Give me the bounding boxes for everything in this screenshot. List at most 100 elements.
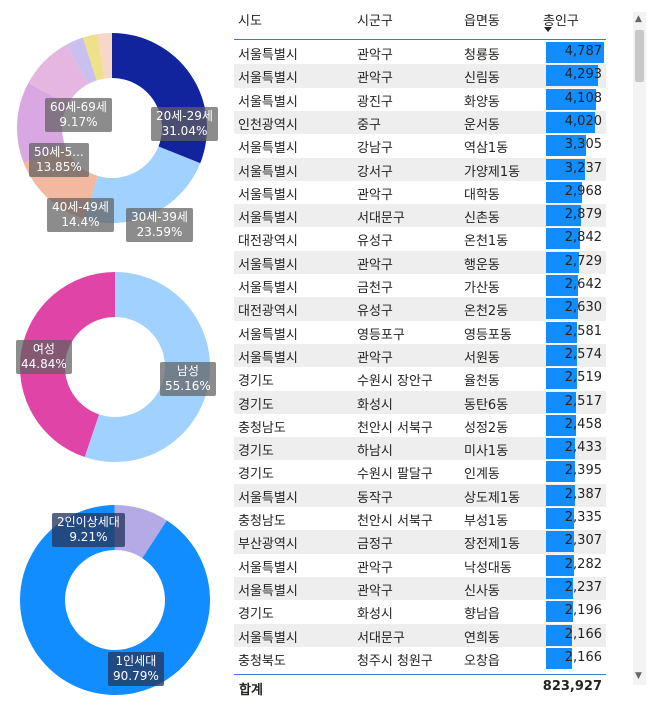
label-age-50s: 50세-5... 13.85% [29, 143, 89, 177]
cell-population: 4,020 [564, 113, 602, 129]
cell-population: 2,517 [564, 393, 602, 409]
table-scrollbar[interactable]: ▲ ▼ [633, 12, 646, 685]
table-row[interactable]: 서울특별시 관악구 대학동 2,968 [234, 181, 606, 204]
sort-descending-icon[interactable] [544, 27, 552, 32]
cell-population: 2,282 [564, 556, 602, 572]
household-donut-chart[interactable]: 1인세대 90.79% 2인이상세대 9.21% [19, 505, 210, 695]
total-divider [234, 674, 606, 675]
cell-eupmyeondong: 영등포동 [464, 327, 512, 343]
donut-slice[interactable] [112, 33, 208, 164]
cell-sigungu: 화성시 [357, 607, 393, 623]
column-header-sido[interactable]: 시도 [238, 14, 262, 29]
table-row[interactable]: 서울특별시 서대문구 신촌동 2,879 [234, 204, 606, 228]
gender-donut-chart[interactable]: 남성 55.16% 여성 44.84% [16, 272, 216, 462]
table-row[interactable]: 서울특별시 동작구 상도제1동 2,387 [234, 483, 606, 507]
population-table[interactable]: 시도 시군구 읍면동 총인구 서울특별시 관악구 청룡동 4,787 서울특별시 관악구 신… [232, 0, 632, 712]
chevron-down-icon[interactable]: ▼ [635, 671, 642, 681]
chevron-up-icon[interactable]: ▲ [635, 14, 642, 24]
donut-slice[interactable] [114, 505, 167, 559]
cell-population: 4,293 [564, 67, 602, 83]
cell-eupmyeondong: 미사1동 [464, 444, 509, 460]
table-row[interactable]: 경기도 화성시 향남읍 2,196 [234, 600, 606, 623]
table-row[interactable]: 서울특별시 금천구 가산동 2,642 [234, 274, 606, 297]
population-bar [546, 111, 595, 133]
total-value: 823,927 [542, 679, 602, 694]
population-bar [546, 624, 573, 646]
table-row[interactable]: 서울특별시 관악구 신림동 4,293 [234, 64, 606, 88]
cell-sigungu: 관악구 [357, 257, 393, 273]
cell-eupmyeondong: 청룡동 [464, 48, 500, 63]
scrollbar-thumb[interactable] [635, 30, 644, 82]
table-row[interactable]: 충청북도 청주시 청원구 오창읍 2,166 [234, 647, 606, 670]
donut-slice[interactable] [28, 44, 89, 105]
cell-population: 2,842 [564, 230, 602, 246]
cell-population: 2,166 [564, 626, 602, 642]
column-header-eupmyeondong[interactable]: 읍면동 [464, 14, 500, 29]
population-bar [546, 42, 604, 63]
cell-population: 2,458 [564, 416, 602, 432]
cell-sigungu: 중구 [357, 117, 381, 133]
cell-eupmyeondong: 부성1동 [464, 514, 509, 529]
cell-sigungu: 수원시 장안구 [357, 374, 433, 390]
label-multi-household: 2인이상세대 9.21% [52, 513, 125, 547]
population-bar [546, 414, 576, 436]
donut-slice[interactable] [97, 33, 112, 79]
cell-population: 2,574 [564, 346, 602, 362]
cell-population: 2,166 [564, 649, 602, 665]
cell-sido: 서울특별시 [238, 630, 298, 646]
table-row[interactable]: 서울특별시 관악구 청룡동 4,787 [234, 41, 606, 64]
cell-sigungu: 관악구 [357, 187, 393, 203]
column-header-sigungu[interactable]: 시군구 [357, 14, 393, 29]
table-row[interactable]: 인천광역시 중구 운서동 4,020 [234, 110, 606, 135]
age-donut-chart[interactable]: 20세-29세 31.04% 30세-39세 23.59% 40세-49세 14.4%… [17, 33, 218, 242]
cell-sigungu: 영등포구 [357, 327, 405, 343]
population-bar [546, 298, 578, 320]
cell-sigungu: 서대문구 [357, 211, 405, 227]
population-bar [546, 554, 574, 576]
table-row[interactable]: 충청남도 천안시 서북구 부성1동 2,335 [234, 507, 606, 530]
table-row[interactable]: 서울특별시 강남구 역삼1동 3,305 [234, 134, 606, 157]
donut-slice[interactable] [82, 34, 105, 81]
donut-slice[interactable] [84, 272, 210, 462]
cell-sigungu: 수원시 팔달구 [357, 467, 433, 483]
cell-sido: 서울특별시 [238, 71, 298, 87]
table-row[interactable]: 경기도 수원시 팔달구 인계동 2,395 [234, 460, 606, 483]
table-row[interactable]: 서울특별시 관악구 서원동 2,574 [234, 343, 606, 368]
cell-sido: 서울특별시 [238, 281, 298, 296]
cell-eupmyeondong: 가양제1동 [464, 164, 521, 180]
cell-sigungu: 화성시 [357, 397, 393, 413]
table-row[interactable]: 대전광역시 유성구 온천1동 2,842 [234, 227, 606, 250]
donut-slice[interactable] [66, 37, 97, 85]
cell-eupmyeondong: 오창읍 [464, 653, 500, 669]
population-bar [546, 158, 586, 180]
population-bar [546, 508, 575, 529]
table-row[interactable]: 서울특별시 관악구 신사동 2,237 [234, 576, 606, 601]
donut-slice[interactable] [19, 272, 115, 458]
cell-eupmyeondong: 향남읍 [464, 607, 500, 623]
population-bar [546, 135, 587, 157]
table-row[interactable]: 서울특별시 강서구 가양제1동 3,237 [234, 157, 606, 181]
table-row[interactable]: 경기도 화성시 동탄6동 2,517 [234, 390, 606, 414]
table-row[interactable]: 부산광역시 금정구 장전제1동 2,307 [234, 530, 606, 554]
column-header-population[interactable]: 총인구 [543, 14, 579, 29]
table-row[interactable]: 경기도 수원시 장안구 율천동 2,519 [234, 367, 606, 390]
cell-sido: 서울특별시 [238, 164, 298, 180]
population-bar [546, 461, 576, 483]
cell-sido: 경기도 [238, 397, 274, 413]
table-row[interactable]: 충청남도 천안시 서북구 성정2동 2,458 [234, 414, 606, 437]
table-row[interactable]: 경기도 하남시 미사1동 2,433 [234, 437, 606, 461]
table-row[interactable]: 서울특별시 서대문구 연희동 2,166 [234, 623, 606, 647]
donut-slice[interactable] [19, 505, 210, 695]
cell-sido: 경기도 [238, 467, 274, 483]
cell-sido: 충청남도 [238, 514, 286, 529]
table-row[interactable]: 대전광역시 유성구 온천2동 2,630 [234, 297, 606, 321]
table-row[interactable]: 서울특별시 영등포구 영등포동 2,581 [234, 321, 606, 344]
cell-sigungu: 금천구 [357, 281, 393, 296]
table-row[interactable]: 서울특별시 관악구 낙성대동 2,282 [234, 554, 606, 577]
table-row[interactable]: 서울특별시 광진구 화양동 4,108 [234, 88, 606, 111]
total-label: 합계 [239, 683, 263, 698]
cell-population: 2,729 [564, 253, 602, 269]
cell-eupmyeondong: 장전제1동 [464, 537, 521, 553]
cell-sigungu: 청주시 청원구 [357, 653, 433, 669]
table-row[interactable]: 서울특별시 관악구 행운동 2,729 [234, 250, 606, 274]
